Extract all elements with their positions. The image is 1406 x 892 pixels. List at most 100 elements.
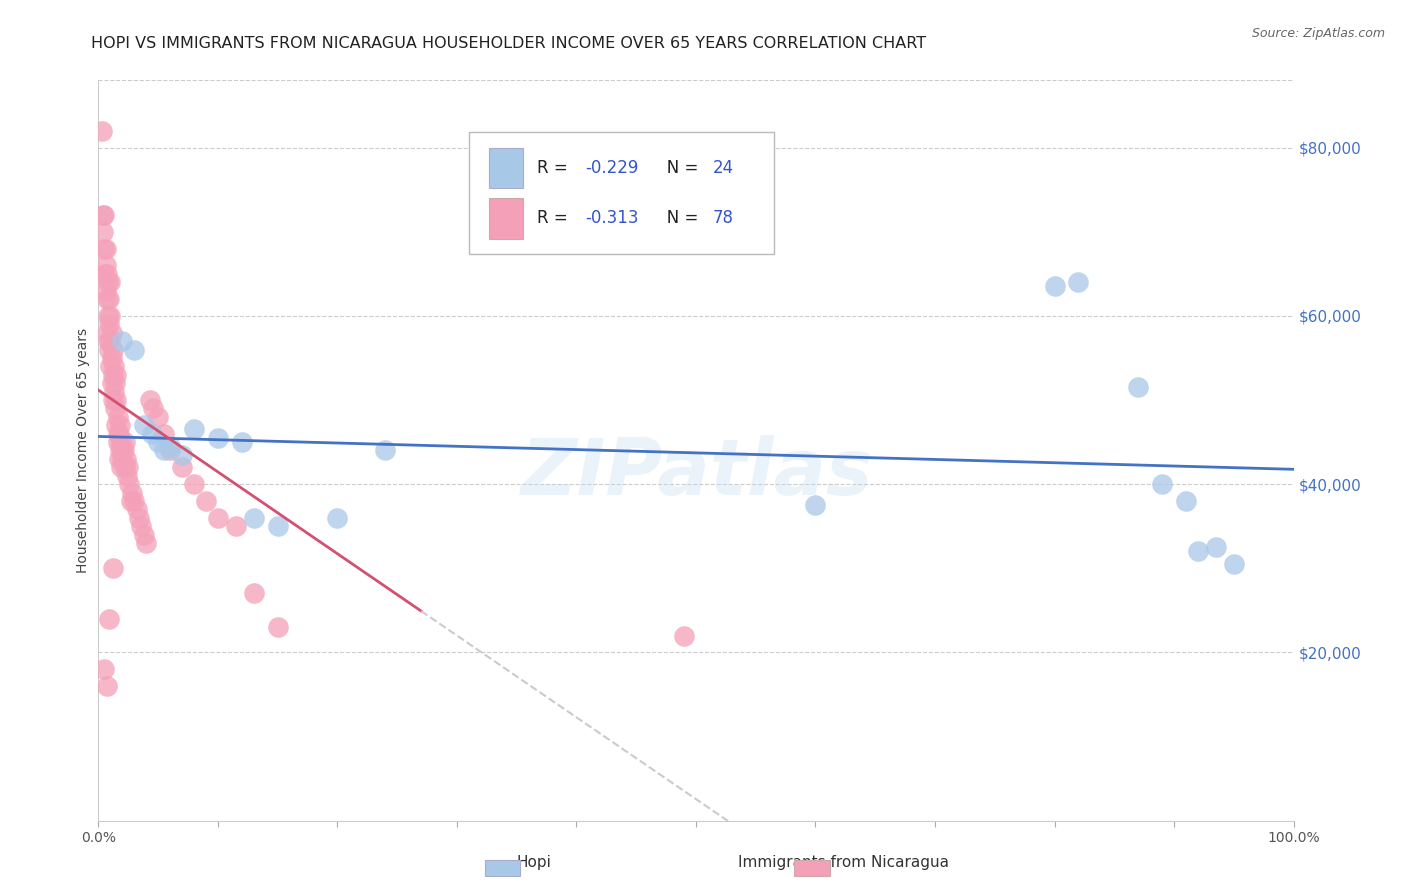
Point [267,519,290,533]
Point [172,460,194,475]
Point [111,443,134,458]
Text: ZIPatlas: ZIPatlas [520,434,872,511]
Point [172,448,194,462]
Point [101,561,124,575]
Point [98,275,122,289]
Point [115,468,138,483]
FancyBboxPatch shape [489,198,523,239]
Point [97,275,120,289]
Text: -0.313: -0.313 [585,210,638,227]
Point [107,426,129,441]
Point [124,494,146,508]
Point [124,343,146,357]
Point [115,451,138,466]
Point [148,409,170,424]
Point [142,401,165,416]
Point [101,343,124,357]
Point [1175,494,1198,508]
Point [1128,380,1150,394]
Point [98,359,122,374]
Point [141,426,163,441]
Point [132,418,155,433]
Point [110,460,132,475]
Text: 24: 24 [713,159,734,177]
Point [91,124,114,138]
Text: -0.229: -0.229 [585,159,638,177]
Point [1152,477,1174,491]
Text: HOPI VS IMMIGRANTS FROM NICARAGUA HOUSEHOLDER INCOME OVER 65 YEARS CORRELATION C: HOPI VS IMMIGRANTS FROM NICARAGUA HOUSEH… [91,36,927,51]
Point [100,326,122,340]
Point [101,368,124,382]
Point [1223,557,1246,571]
Point [159,443,181,458]
Point [139,392,162,407]
Point [804,498,827,512]
Point [195,494,218,508]
Point [105,392,128,407]
Point [94,242,117,256]
Point [374,443,396,458]
Point [107,451,129,466]
Text: R =: R = [537,210,574,227]
Point [107,435,129,450]
Text: Immigrants from Nicaragua: Immigrants from Nicaragua [738,855,949,870]
Point [98,334,122,348]
Point [94,259,117,273]
Point [243,510,266,524]
Point [1205,540,1227,554]
Point [98,343,121,357]
FancyBboxPatch shape [489,147,523,188]
Point [183,422,205,436]
Text: N =: N = [651,159,703,177]
Point [105,368,128,382]
Point [135,536,157,550]
Point [97,334,120,348]
Point [326,510,349,524]
FancyBboxPatch shape [470,132,773,254]
Point [207,431,229,445]
Point [96,679,118,693]
Text: Hopi: Hopi [517,855,551,870]
Text: 78: 78 [713,210,734,227]
Point [93,267,115,281]
Point [1043,279,1066,293]
Point [108,418,131,433]
Point [267,620,290,634]
Point [111,451,134,466]
Point [107,409,129,424]
Point [118,477,141,491]
Point [96,292,118,306]
Point [98,318,121,332]
Point [94,284,117,298]
Point [91,225,114,239]
Point [103,359,125,374]
Point [153,426,176,441]
Point [91,208,114,222]
Point [183,477,205,491]
Point [98,309,122,323]
Point [100,376,122,391]
Point [231,435,253,450]
Point [132,527,155,541]
Point [110,435,132,450]
Point [159,439,181,453]
Point [243,586,266,600]
Point [673,628,696,642]
Text: R =: R = [537,159,574,177]
Point [225,519,247,533]
Point [96,326,118,340]
Point [120,494,142,508]
Point [125,502,148,516]
Point [121,485,143,500]
Text: Source: ZipAtlas.com: Source: ZipAtlas.com [1251,27,1385,40]
Point [114,435,136,450]
Point [107,426,129,441]
Point [98,292,121,306]
Point [108,443,131,458]
Point [103,384,125,399]
Point [98,612,121,626]
Y-axis label: Householder Income Over 65 years: Householder Income Over 65 years [76,328,90,573]
Point [100,351,122,365]
Point [112,443,135,458]
Point [96,267,118,281]
